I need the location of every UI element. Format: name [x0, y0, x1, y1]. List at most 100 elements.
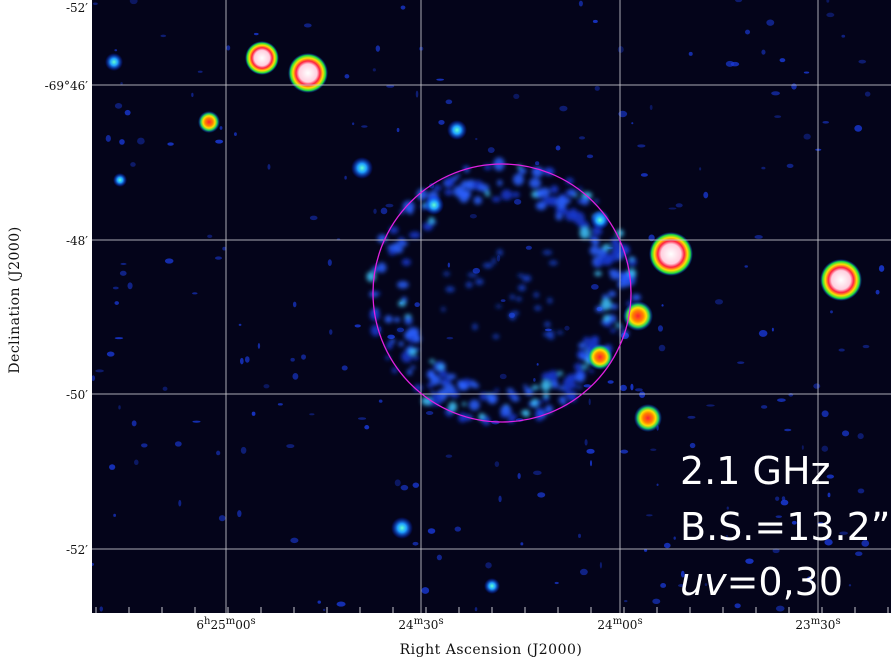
noise-blob — [251, 411, 256, 416]
noise-blob — [233, 132, 237, 136]
x-axis-title: Right Ascension (J2000) — [399, 642, 583, 658]
noise-blob — [396, 127, 400, 133]
shell-emission-blob — [497, 179, 503, 186]
noise-blob — [555, 145, 561, 151]
noise-blob — [119, 270, 127, 276]
noise-blob — [344, 175, 347, 180]
shell-emission-blob — [525, 389, 534, 396]
noise-blob — [841, 430, 850, 437]
shell-emission-blob — [610, 328, 617, 333]
shell-emission-blob — [479, 392, 488, 401]
noise-blob — [579, 568, 588, 576]
noise-blob — [813, 383, 821, 389]
remnant-circle-marker — [372, 163, 632, 423]
noise-blob — [207, 234, 213, 239]
noise-blob — [499, 373, 507, 380]
noise-blob — [855, 551, 863, 557]
point-source — [484, 578, 500, 594]
noise-blob — [118, 405, 121, 410]
noise-blob — [586, 448, 595, 454]
noise-blob — [167, 142, 174, 146]
noise-blob — [130, 162, 136, 167]
noise-blob — [421, 587, 430, 594]
shell-emission-blob — [416, 188, 428, 201]
shell-emission-blob — [457, 382, 470, 391]
shell-emission-blob — [548, 370, 559, 382]
y-tick-label: -50′ — [65, 388, 88, 402]
shell-emission-blob — [455, 173, 461, 177]
point-source — [198, 111, 220, 133]
supernova-remnant-shell — [366, 157, 642, 426]
shell-emission-blob — [438, 365, 445, 370]
noise-blob — [240, 446, 247, 454]
noise-blob — [454, 526, 462, 532]
noise-blob — [643, 548, 648, 552]
noise-blob — [514, 198, 522, 205]
noise-blob — [618, 110, 628, 118]
noise-blob — [592, 19, 598, 23]
noise-blob — [469, 214, 477, 219]
shell-emission-blob — [582, 336, 590, 344]
point-source — [590, 210, 610, 230]
point-source — [105, 53, 123, 71]
noise-blob — [817, 522, 825, 526]
shell-emission-blob — [542, 396, 550, 402]
interior-clump — [534, 305, 542, 311]
noise-blob — [218, 515, 226, 522]
noise-blob — [513, 93, 520, 99]
noise-blob — [554, 581, 559, 585]
shell-emission-blob — [540, 379, 551, 392]
shell-emission-blob — [548, 197, 558, 207]
shell-emission-blob — [473, 196, 483, 205]
noise-blob — [216, 450, 221, 456]
interior-clump — [521, 274, 532, 282]
noise-blob — [589, 460, 593, 467]
shell-emission-blob — [430, 390, 435, 394]
noise-blob — [329, 329, 333, 335]
shell-emission-blob — [627, 256, 637, 267]
noise-blob — [689, 442, 696, 449]
noise-blob — [661, 304, 664, 307]
noise-blob — [594, 85, 600, 91]
shell-emission-blob — [558, 396, 567, 404]
noise-blob — [761, 49, 766, 55]
interior-clump — [495, 304, 502, 308]
noise-blob — [649, 104, 653, 110]
y-axis-title: Declination (J2000) — [7, 226, 23, 374]
noise-blob — [588, 398, 591, 406]
shell-emission-blob — [550, 185, 559, 194]
noise-blob — [771, 327, 774, 332]
noise-blob — [791, 83, 797, 90]
noise-blob — [607, 380, 614, 384]
noise-blob — [114, 337, 124, 340]
noise-blob — [801, 445, 804, 450]
noise-blob — [303, 23, 312, 28]
shell-emission-blob — [602, 244, 611, 251]
y-tick-label: -52′ — [65, 543, 88, 557]
shell-emission-blob — [576, 352, 583, 357]
coordinate-grid — [92, 0, 891, 613]
noise-blob — [436, 78, 445, 81]
noise-blob — [373, 208, 377, 214]
interior-clump — [482, 262, 493, 269]
noise-blob — [826, 12, 835, 18]
noise-blob — [699, 167, 702, 171]
shell-emission-blob — [404, 316, 413, 325]
y-tick-label: -52′ — [65, 1, 88, 15]
shell-emission-blob — [608, 269, 616, 274]
noise-blob — [775, 515, 782, 518]
noise-blob — [215, 256, 222, 260]
shell-emission-blob — [578, 342, 587, 349]
noise-blob — [412, 541, 419, 546]
noise-blob — [706, 404, 715, 407]
noise-blob — [864, 91, 871, 97]
shell-emission-blob — [441, 378, 452, 385]
y-tick-label: -69°46′ — [44, 79, 88, 93]
noise-blob — [134, 459, 139, 466]
shell-emission-blob — [401, 351, 413, 363]
interior-clump — [517, 284, 526, 292]
point-source — [634, 404, 662, 432]
noise-blob — [112, 286, 119, 290]
noise-blob — [191, 92, 194, 98]
frequency-label: 2.1 GHz — [680, 449, 831, 493]
